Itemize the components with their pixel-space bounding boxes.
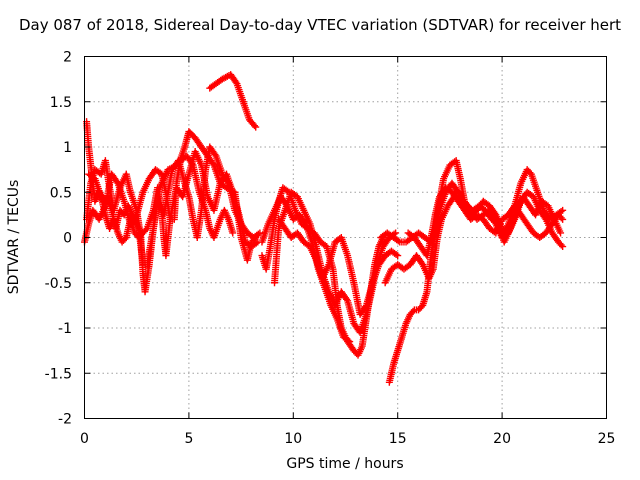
data-point: [209, 160, 217, 168]
data-point: [559, 206, 567, 214]
data-point: [344, 336, 352, 344]
y-tick-label: -1.5: [45, 366, 72, 382]
y-tick-label: 0.5: [50, 185, 72, 201]
y-tick-label: 1: [63, 140, 72, 156]
data-point: [361, 303, 369, 311]
data-point: [211, 151, 219, 159]
data-point: [394, 237, 402, 245]
y-tick-label: 2: [63, 50, 72, 66]
y-tick-label: 0: [63, 231, 72, 247]
series-trace-13: [404, 184, 567, 260]
x-tick-label: 0: [80, 431, 89, 447]
data-point: [132, 212, 140, 220]
data-point: [142, 226, 150, 234]
chart-title: Day 087 of 2018, Sidereal Day-to-day VTE…: [18, 16, 622, 34]
data-point: [559, 243, 567, 251]
data-point: [559, 215, 567, 223]
data-point: [252, 239, 260, 247]
data-point: [252, 123, 260, 131]
data-point: [250, 122, 258, 130]
series-trace-8: [275, 215, 402, 318]
data-point: [254, 230, 262, 238]
series-trace-4: [85, 148, 262, 260]
x-tick-label: 25: [598, 431, 616, 447]
series-trace-10: [385, 157, 567, 386]
data-point: [232, 78, 240, 86]
x-tick-label: 10: [284, 431, 302, 447]
x-tick-label: 5: [184, 431, 193, 447]
data-point: [557, 214, 565, 222]
data-point: [526, 169, 534, 177]
y-tick-label: 1.5: [50, 95, 72, 111]
data-point: [343, 295, 351, 303]
data-point: [346, 338, 354, 346]
data-point: [394, 252, 402, 260]
data-point: [557, 241, 565, 249]
data-point: [113, 178, 121, 186]
data-point: [229, 229, 237, 237]
series-trace-9: [258, 193, 354, 346]
x-tick-label: 15: [389, 431, 407, 447]
y-tick-label: -0.5: [45, 276, 72, 292]
y-tick-label: -1: [58, 321, 72, 337]
data-point: [256, 229, 264, 237]
axis-ticks: 0 5 10 15 20 25 -2 -1.5 -1 -0.5 0 0.5 1 1.5 2: [45, 50, 616, 448]
x-tick-label: 20: [493, 431, 511, 447]
data-point: [557, 229, 565, 237]
data-points: [81, 71, 567, 386]
series-trace-5: [206, 71, 260, 131]
y-tick-label: -2: [58, 412, 72, 428]
data-point: [409, 307, 417, 315]
data-point: [121, 235, 129, 243]
data-point: [301, 218, 309, 226]
x-axis-label: GPS time / hours: [286, 456, 404, 472]
series-trace-3: [81, 152, 237, 246]
data-point: [392, 250, 400, 258]
